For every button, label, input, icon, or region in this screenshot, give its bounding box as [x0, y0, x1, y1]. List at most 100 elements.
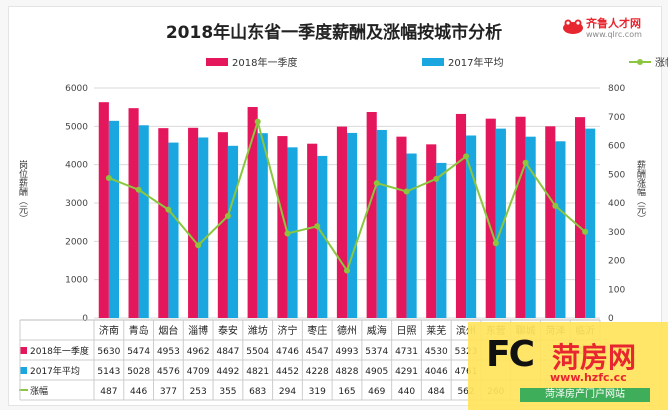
bar-avg-2017 [347, 132, 358, 318]
table-cell: 355 [219, 387, 236, 397]
bar-avg-2017 [406, 153, 417, 318]
table-cell: 4847 [216, 347, 239, 357]
table-cell: 4821 [246, 367, 269, 377]
bar-q1-2018 [217, 132, 228, 318]
y2-tick-label: 200 [608, 257, 625, 267]
table-cell: 4905 [365, 367, 388, 377]
bar-avg-2017 [198, 137, 209, 318]
watermark-letters: FC [486, 334, 535, 375]
line-point [105, 174, 112, 181]
bar-q1-2018 [545, 126, 556, 318]
table-cell: 5504 [246, 347, 269, 357]
watermark-tagline: 菏泽房产门户网站 [520, 388, 650, 402]
watermark-brand: 菏房网 [552, 341, 637, 374]
y2-tick-label: 300 [608, 228, 625, 238]
bar-q1-2018 [426, 144, 437, 318]
table-cell: 487 [100, 387, 117, 397]
x-tick-label: 泰安 [218, 324, 238, 337]
y2-tick-label: 700 [608, 113, 625, 123]
bar-q1-2018 [188, 127, 199, 318]
table-row-label: 涨幅 [30, 385, 48, 397]
bar-avg-2017 [466, 135, 477, 318]
logo-name: 齐鲁人才网 [586, 17, 641, 30]
bar-avg-2017 [376, 129, 387, 318]
table-cell: 4828 [336, 367, 359, 377]
table-cell: 5028 [127, 367, 150, 377]
x-tick-label: 济南 [99, 324, 119, 337]
bar-avg-2017 [317, 155, 328, 318]
bar-avg-2017 [585, 128, 596, 318]
x-tick-label: 莱芜 [426, 324, 446, 337]
table-row-swatch [20, 367, 27, 374]
y-tick-label: 0 [82, 314, 88, 324]
table-row-swatch [20, 347, 27, 354]
bar-avg-2017 [168, 142, 179, 318]
bar-q1-2018 [128, 108, 139, 318]
table-cell: 4228 [306, 367, 329, 377]
chart-title: 2018年山东省一季度薪酬及涨幅按城市分析 [166, 22, 502, 43]
table-row-label: 2018年一季度 [30, 345, 89, 357]
line-point [254, 118, 261, 125]
table-cell: 484 [428, 387, 445, 397]
bar-avg-2017 [525, 136, 536, 318]
x-tick-label: 淄博 [188, 324, 208, 337]
line-point [195, 242, 202, 249]
x-tick-label: 威海 [367, 324, 387, 337]
line-point [135, 186, 142, 193]
table-cell: 4547 [306, 347, 329, 357]
table-cell: 319 [309, 387, 326, 397]
table-cell: 4962 [187, 347, 210, 357]
frog-logo-icon [563, 19, 583, 34]
table-cell: 5323 [455, 347, 478, 357]
table-cell: 440 [398, 387, 415, 397]
bar-avg-2017 [227, 145, 239, 318]
table-cell: 294 [279, 387, 296, 397]
y2-tick-label: 500 [608, 170, 625, 180]
bar-q1-2018 [455, 113, 467, 319]
bar-q1-2018 [247, 107, 258, 318]
y2-tick-label: 0 [608, 314, 614, 324]
table-cell: 469 [368, 387, 385, 397]
x-tick-label: 青岛 [129, 324, 149, 337]
table-cell: 4761 [455, 367, 478, 377]
bar-q1-2018 [158, 128, 169, 318]
table-cell: 4953 [157, 347, 180, 357]
line-point [344, 267, 350, 274]
table-cell: 377 [160, 387, 177, 397]
table-cell: 562 [457, 387, 474, 397]
bar-avg-2017 [138, 125, 149, 318]
line-point [373, 180, 380, 187]
table-cell: 446 [130, 387, 147, 397]
bar-avg-2017 [108, 120, 120, 318]
x-tick-label: 德州 [337, 324, 357, 337]
table-cell: 4731 [395, 347, 418, 357]
y2-tick-label: 800 [608, 84, 625, 94]
table-cell: 4452 [276, 367, 299, 377]
y2-tick-label: 600 [608, 142, 625, 152]
table-row-label: 2017年平均 [30, 365, 80, 377]
line-point [522, 159, 529, 166]
table-cell: 683 [249, 387, 266, 397]
table-cell: 4046 [425, 367, 448, 377]
line-point [552, 202, 559, 209]
bar-q1-2018 [98, 102, 109, 318]
x-tick-label: 烟台 [158, 324, 178, 337]
table-cell: 4709 [187, 367, 210, 377]
y-tick-label: 3000 [65, 199, 88, 209]
bar-avg-2017 [257, 133, 268, 318]
table-cell: 4576 [157, 367, 180, 377]
bar-q1-2018 [574, 117, 586, 318]
bar-q1-2018 [515, 116, 526, 318]
watermark-site: www.hzfc.cc [550, 371, 627, 384]
bar-avg-2017 [495, 128, 506, 318]
x-tick-label: 济宁 [277, 324, 297, 337]
line-point [403, 188, 410, 195]
legend-swatch-0 [206, 58, 228, 66]
table-cell: 5474 [127, 347, 150, 357]
legend-label-1: 2017年平均 [448, 56, 503, 69]
y2-tick-label: 400 [608, 199, 625, 209]
legend-label-2: 涨幅 [655, 56, 668, 69]
table-cell: 4291 [395, 367, 418, 377]
line-point [582, 228, 589, 235]
table-cell: 4492 [216, 367, 239, 377]
